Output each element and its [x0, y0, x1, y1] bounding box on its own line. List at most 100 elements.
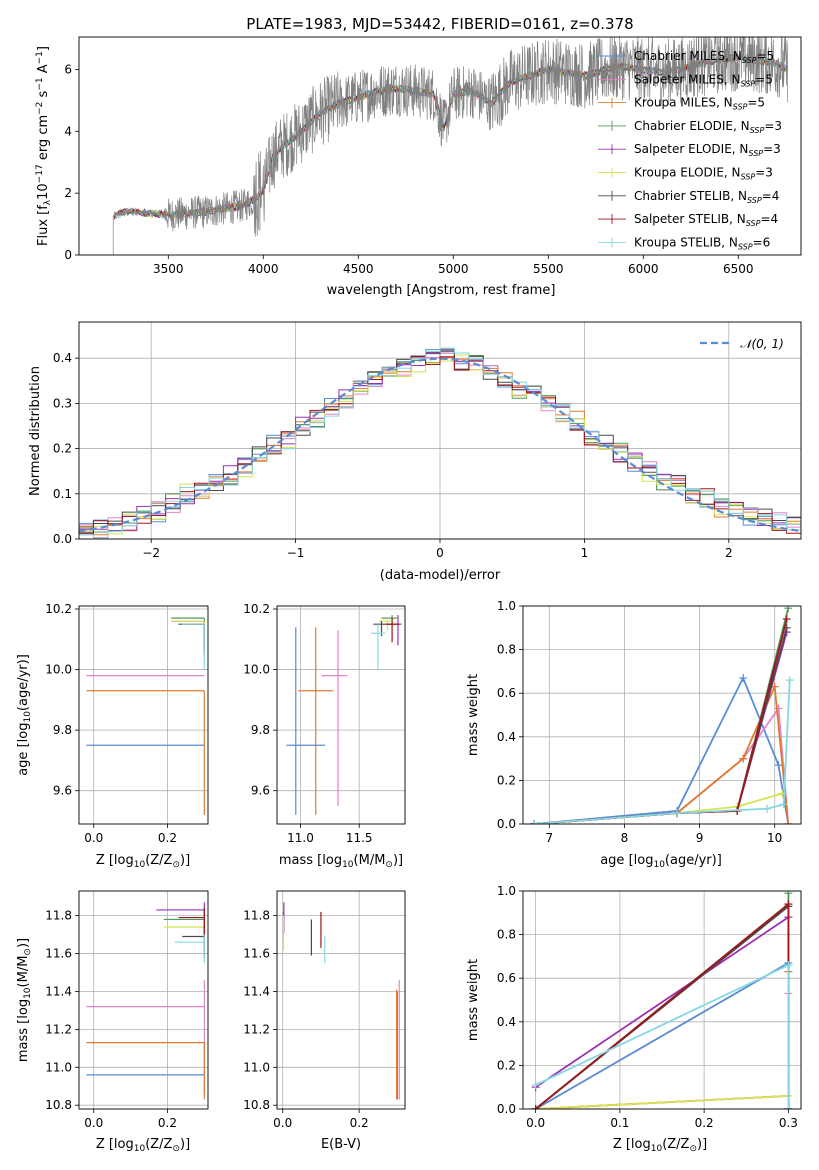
mass_ebv-ytick-label: 11.4	[243, 984, 270, 998]
legend-label-salpeter-stelib: Salpeter STELIB, NSSP=4	[634, 212, 778, 228]
mass_Z-ytick-label: 11.8	[45, 909, 72, 923]
weight_Z-marker-kroupa-stelib	[784, 961, 793, 970]
weight_Z-xtick-label: 0.3	[779, 1116, 798, 1130]
legend-label-salpeter-miles: Salpeter MILES, NSSP=5	[634, 72, 773, 88]
normal-legend-label: 𝒩(0, 1)	[740, 337, 784, 351]
residuals-plot-area: −2 −1 0 1 2 0.0 0.1 0.2 0.3 0.4 𝒩(0, 1)	[53, 321, 802, 560]
mass_ebv-xtick-label: 0.0	[273, 1116, 292, 1130]
mass_Z-ytick-label: 10.8	[45, 1098, 72, 1112]
spectrum-ytick-label: 0	[64, 248, 72, 262]
mass_ebv-ytick-label: 11.6	[243, 947, 270, 961]
residuals-frame	[78, 321, 802, 540]
weight_age-marker-salpeter-stelib	[782, 615, 791, 624]
weight_age-marker-kroupa-miles	[739, 754, 748, 763]
residuals-xtick-label: 2	[725, 546, 733, 560]
weight-age-xlabel: age [log10(age/yr)]	[600, 853, 722, 870]
age-z-panel: 0.0 0.2 9.6 9.8 10.0 10.2 Z [log10(Z/Z⊙)] age…	[16, 602, 209, 870]
weight_age-xtick-label: 10	[767, 831, 782, 845]
weight_Z-xtick-label: 0.2	[695, 1116, 714, 1130]
mass_Z-ytick-label: 11.4	[45, 984, 72, 998]
residuals-xtick-label: 0	[436, 546, 444, 560]
age_Z-grid	[79, 606, 208, 824]
weight_age-marker-kroupa-stelib	[673, 809, 682, 818]
weight_age-marker-chabrier-miles	[739, 673, 748, 682]
age_Z-ytick-label: 10.0	[45, 663, 72, 677]
weight-z-ylabel: mass weight	[466, 959, 481, 1041]
mass_ebv-ytick-label: 11.0	[243, 1060, 270, 1074]
weight_Z-marker-salpeter-stelib	[531, 1105, 540, 1109]
spectrum-xtick-label: 5500	[533, 262, 564, 276]
spectrum-frame	[78, 36, 802, 256]
legend-label-kroupa-elodie: Kroupa ELODIE, NSSP=3	[634, 166, 773, 182]
weight_age-ytick-label: 0.8	[497, 643, 516, 657]
weight_age-marker-kroupa-stelib	[785, 676, 794, 685]
mass_Z-ytick-label: 11.0	[45, 1060, 72, 1074]
legend-label-kroupa-stelib: Kroupa STELIB, NSSP=6	[634, 235, 770, 251]
spectrum-ytick-label: 2	[64, 186, 72, 200]
residuals-xlabel: (data-model)/error	[380, 568, 501, 583]
weight_age-ytick-label: 1.0	[497, 599, 516, 613]
age_Z-frame	[78, 605, 209, 825]
residuals-ytick-label: 0.1	[53, 487, 72, 501]
residuals-ytick-label: 0.2	[53, 442, 72, 456]
spectrum-data-line	[112, 37, 789, 255]
age_mass-ytick-label: 10.0	[243, 663, 270, 677]
weight_age-content	[530, 606, 794, 824]
weight_Z-ytick-label: 0.6	[497, 971, 516, 985]
spectrum-content	[112, 37, 789, 255]
spectrum-xtick-label: 4500	[343, 262, 374, 276]
age_mass-xtick-label: 11.5	[346, 831, 373, 845]
residuals-xtick-label: −1	[287, 546, 305, 560]
mass_ebv-ytick-label: 10.8	[243, 1098, 270, 1112]
weight_Z-ytick-label: 1.0	[497, 884, 516, 898]
mass_Z-ytick-label: 11.6	[45, 947, 72, 961]
weight_Z-frame	[522, 890, 802, 1110]
age_mass-frame	[276, 605, 406, 825]
weight_Z-ytick-label: 0.4	[497, 1015, 516, 1029]
weight_Z-marker-chabrier-elodie	[784, 891, 793, 898]
age-mass-panel: 11.0 11.5 9.6 9.8 10.0 10.2 mass [log10(M/M⊙)…	[243, 602, 406, 870]
mass_Z-xtick-label: 0.2	[158, 1116, 177, 1130]
weight-age-panel: 7 8 9 10 0.0 0.2 0.4 0.6 0.8 1.0 age [log10(age/y…	[466, 599, 802, 870]
weight-z-plot-area: 0.0 0.1 0.2 0.3 0.0 0.2 0.4 0.6 0.8 1.0	[497, 884, 802, 1130]
weight_age-marker-kroupa-miles	[784, 820, 793, 824]
age_Z-ytick-label: 10.2	[45, 602, 72, 616]
mass-z-xlabel: Z [log10(Z/Z⊙)]	[96, 1137, 190, 1154]
age_mass-ytick-label: 10.2	[243, 602, 270, 616]
weight_age-ytick-label: 0.0	[497, 817, 516, 831]
legend-label-chabrier-stelib: Chabrier STELIB, NSSP=4	[634, 189, 779, 205]
weight_age-frame	[522, 605, 802, 825]
mass_ebv-ytick-label: 11.8	[243, 909, 270, 923]
age_Z-content	[86, 617, 205, 815]
age_mass-ytick-label: 9.8	[251, 723, 270, 737]
spectrum-xtick-label: 6000	[628, 262, 659, 276]
weight_age-xtick-label: 7	[545, 831, 553, 845]
weight_age-ytick-label: 0.6	[497, 686, 516, 700]
mass_ebv-grid	[277, 891, 405, 1109]
mass_Z-content	[86, 902, 205, 1100]
weight_Z-ytick-label: 0.0	[497, 1102, 516, 1116]
weight_age-xtick-label: 8	[621, 831, 629, 845]
spectrum-plot-area: 3500 4000 4500 5000 5500 6000 6500 0 2 4 6	[64, 36, 802, 276]
age_Z-xtick-label: 0.0	[84, 831, 103, 845]
mass_Z-xtick-label: 0.0	[84, 1116, 103, 1130]
weight_age-marker-kroupa-stelib	[763, 804, 772, 813]
weight_age-marker-chabrier-elodie	[784, 606, 793, 613]
weight_age-ytick-label: 0.4	[497, 730, 516, 744]
age-z-ylabel: age [log10(age/yr)]	[16, 654, 33, 776]
age_mass-xtick-label: 11.0	[287, 831, 314, 845]
legend-label-kroupa-miles: Kroupa MILES, NSSP=5	[634, 96, 765, 112]
legend-label-salpeter-elodie: Salpeter ELODIE, NSSP=3	[634, 142, 781, 158]
weight-age-ylabel: mass weight	[466, 674, 481, 756]
mass-z-ylabel: mass [log10(M/M⊙)]	[16, 938, 33, 1062]
age_mass-content	[286, 615, 402, 815]
weight_Z-xtick-label: 0.0	[526, 1116, 545, 1130]
spectrum-xtick-label: 3500	[153, 262, 184, 276]
spectrum-xtick-label: 4000	[248, 262, 279, 276]
weight_age-xtick-label: 9	[696, 831, 704, 845]
spectrum-xlabel: wavelength [Angstrom, rest frame]	[327, 283, 556, 298]
spectrum-xtick-label: 5000	[438, 262, 469, 276]
weight_age-marker-chabrier-miles	[774, 761, 783, 770]
weight_Z-marker-kroupa-stelib	[784, 1105, 793, 1109]
